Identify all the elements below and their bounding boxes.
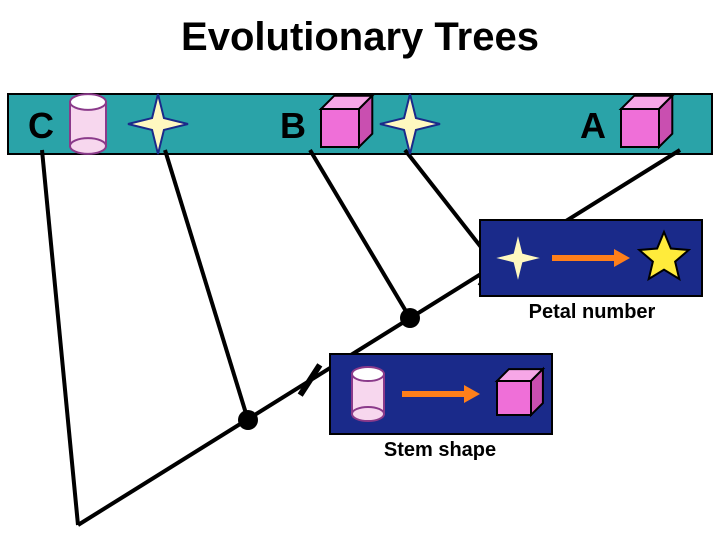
tree-branch — [78, 150, 680, 525]
tree-node — [400, 308, 420, 328]
cube-icon — [321, 109, 359, 147]
tree-branch — [165, 150, 248, 420]
taxon-label-C: C — [28, 105, 54, 146]
tree-branch — [310, 150, 410, 318]
legend-label-petal-number: Petal number — [529, 301, 656, 323]
tree-branches — [42, 150, 680, 525]
legend-group: Petal number Stem shape — [330, 220, 702, 461]
tree-branch — [42, 150, 78, 525]
tree-node — [238, 410, 258, 430]
taxon-label-A: A — [580, 105, 606, 146]
taxon-label-B: B — [280, 105, 306, 146]
tree-tick — [300, 365, 320, 395]
page-title: Evolutionary Trees — [181, 15, 539, 59]
cube-icon — [497, 381, 531, 415]
legend-label-stem-shape: Stem shape — [384, 439, 496, 461]
cube-icon — [621, 109, 659, 147]
diagram-canvas: Evolutionary Trees C B A Petal number Stem … — [0, 0, 720, 540]
